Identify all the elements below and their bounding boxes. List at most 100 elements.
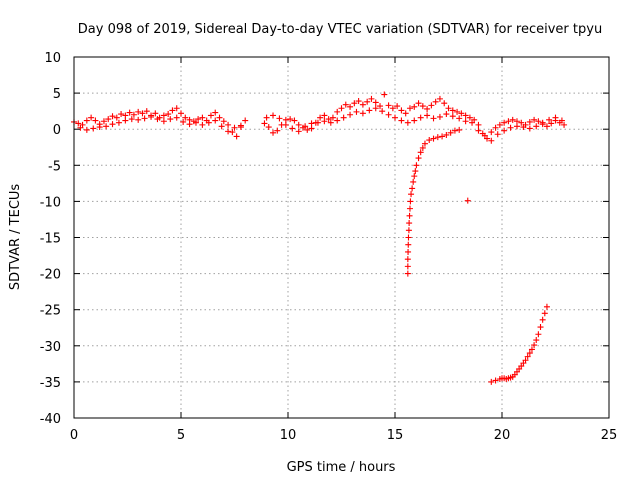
y-tick-label: -30 (40, 340, 61, 355)
data-point (287, 116, 294, 123)
data-point (167, 116, 174, 123)
data-point (173, 105, 180, 112)
data-point (546, 116, 553, 123)
data-point (406, 105, 413, 112)
data-point (412, 168, 419, 175)
data-point (270, 112, 277, 119)
x-axis-label: GPS time / hours (287, 460, 396, 475)
data-point (501, 127, 508, 134)
data-point (340, 114, 347, 121)
data-point (364, 98, 371, 105)
data-point (526, 125, 533, 132)
data-point (220, 118, 227, 125)
data-point (270, 129, 277, 136)
data-point (405, 241, 412, 248)
data-point (436, 95, 443, 102)
data-point (445, 105, 452, 112)
data-point (377, 103, 384, 110)
data-point (432, 98, 439, 105)
x-tick-label: 10 (280, 428, 297, 443)
data-point (302, 123, 309, 130)
data-point (135, 116, 142, 123)
data-point (83, 126, 90, 133)
data-point (424, 112, 431, 119)
data-point (424, 105, 431, 112)
data-point (475, 121, 482, 128)
data-point (494, 131, 501, 138)
data-point (212, 117, 219, 124)
data-point (419, 103, 426, 110)
data-point (218, 123, 225, 130)
data-point (231, 124, 238, 131)
x-tick-label: 0 (70, 428, 78, 443)
data-point (225, 121, 232, 128)
data-point (543, 303, 550, 310)
data-point (543, 123, 550, 130)
data-point (541, 310, 548, 317)
data-point (105, 116, 112, 123)
data-point (122, 112, 129, 119)
data-point (466, 114, 473, 121)
data-point (261, 120, 268, 127)
data-point (475, 127, 482, 134)
data-point (314, 119, 321, 126)
data-point (265, 124, 272, 131)
data-point (405, 234, 412, 241)
data-point (126, 109, 133, 116)
data-point (207, 112, 214, 119)
data-point (496, 121, 503, 128)
data-point (325, 116, 332, 123)
data-point (83, 117, 90, 124)
data-point (404, 263, 411, 270)
data-point (295, 121, 302, 128)
data-point (368, 95, 375, 102)
data-point (160, 118, 167, 125)
data-point (434, 134, 441, 141)
data-point (139, 110, 146, 117)
data-point (456, 126, 463, 133)
data-point (413, 162, 420, 169)
data-point (359, 101, 366, 108)
data-point (531, 342, 538, 349)
data-point (464, 197, 471, 204)
data-point (492, 377, 499, 384)
data-point (152, 110, 159, 117)
data-point (415, 155, 422, 162)
data-point (458, 110, 465, 117)
data-point (419, 144, 426, 151)
data-point (528, 346, 535, 353)
data-point (406, 205, 413, 212)
data-point (92, 117, 99, 124)
data-point (531, 116, 538, 123)
data-point (366, 107, 373, 114)
data-point (441, 100, 448, 107)
data-point (533, 123, 540, 130)
data-point (535, 331, 542, 338)
data-point (77, 124, 84, 131)
data-point (518, 119, 525, 126)
data-point (524, 353, 531, 360)
series-lower-recovery-19-5-22h (488, 303, 550, 385)
y-tick-label: 10 (44, 51, 61, 66)
y-tick-label: 0 (53, 123, 61, 138)
y-tick-label: -25 (40, 304, 61, 319)
data-point (359, 110, 366, 117)
data-point (404, 256, 411, 263)
data-point (199, 114, 206, 121)
data-point (411, 103, 418, 110)
data-point (141, 115, 148, 122)
x-tick-label: 25 (601, 428, 618, 443)
data-point (539, 119, 546, 126)
y-tick-label: -5 (48, 159, 61, 174)
data-point (462, 118, 469, 125)
data-point (233, 133, 240, 140)
data-point (327, 119, 334, 126)
data-point (216, 114, 223, 121)
data-point (160, 112, 167, 119)
data-point (488, 129, 495, 136)
data-point (321, 118, 328, 125)
data-point (192, 119, 199, 126)
data-point (274, 127, 281, 134)
data-point (242, 117, 249, 124)
